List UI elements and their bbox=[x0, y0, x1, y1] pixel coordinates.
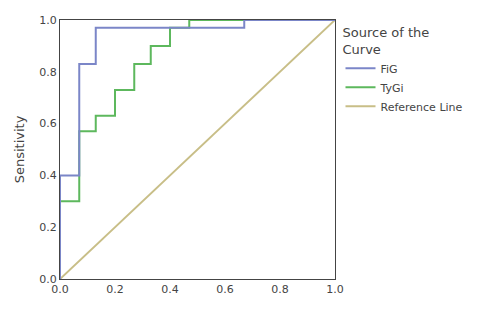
svg-text:Reference Line: Reference Line bbox=[381, 101, 463, 114]
svg-text:0.6: 0.6 bbox=[216, 283, 234, 296]
svg-text:0.8: 0.8 bbox=[271, 283, 289, 296]
svg-text:0.0: 0.0 bbox=[39, 273, 57, 286]
svg-text:0.6: 0.6 bbox=[39, 117, 57, 130]
svg-text:0.2: 0.2 bbox=[39, 221, 57, 234]
svg-text:1.0: 1.0 bbox=[39, 14, 57, 27]
svg-text:TyGi: TyGi bbox=[380, 82, 404, 95]
svg-text:1.0: 1.0 bbox=[326, 283, 344, 296]
svg-text:0.2: 0.2 bbox=[106, 283, 124, 296]
svg-text:0.8: 0.8 bbox=[39, 66, 57, 79]
svg-text:FiG: FiG bbox=[381, 63, 398, 76]
svg-text:0.0: 0.0 bbox=[51, 283, 69, 296]
svg-text:0.4: 0.4 bbox=[161, 283, 179, 296]
svg-text:Sensitivity: Sensitivity bbox=[12, 115, 27, 183]
svg-text:0.4: 0.4 bbox=[39, 169, 57, 182]
svg-text:Source of theCurve: Source of theCurve bbox=[343, 25, 430, 57]
